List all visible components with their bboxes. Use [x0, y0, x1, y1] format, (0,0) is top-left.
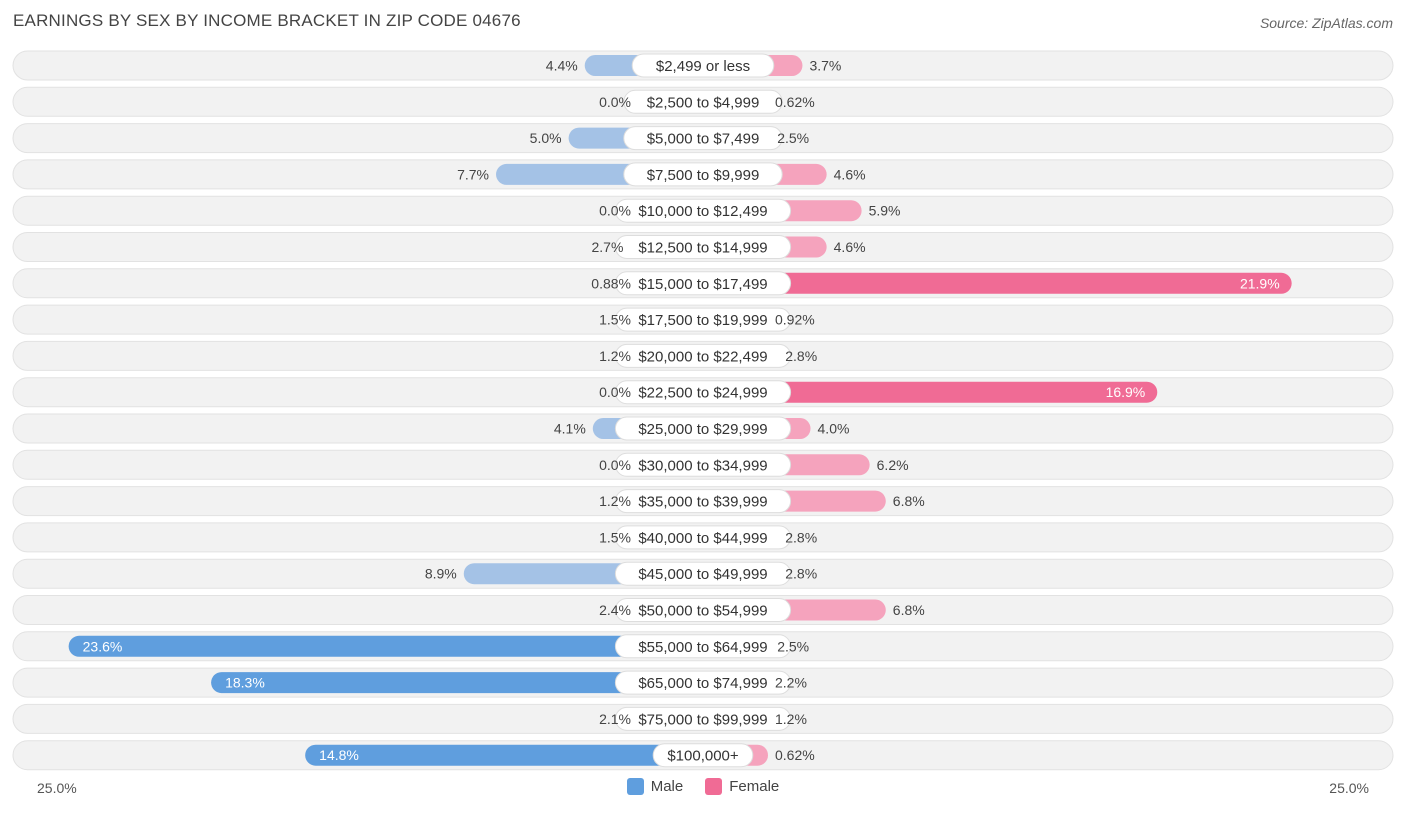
male-value-label: 0.0%	[599, 457, 631, 473]
category-label: $25,000 to $29,999	[638, 421, 767, 438]
category-label: $40,000 to $44,999	[638, 530, 767, 547]
category-label: $10,000 to $12,499	[638, 203, 767, 220]
category-label: $15,000 to $17,499	[638, 276, 767, 293]
category-label-pill	[614, 343, 792, 368]
legend-label-female: Female	[729, 778, 780, 795]
category-label-pill	[623, 162, 783, 187]
male-value-label: 4.4%	[546, 58, 578, 74]
female-value-label: 5.9%	[869, 203, 901, 219]
category-label: $50,000 to $54,999	[638, 603, 767, 620]
category-label: $2,500 to $4,999	[647, 94, 760, 111]
legend-swatch-male	[626, 778, 644, 795]
female-value-label: 3.7%	[809, 58, 841, 74]
category-label-pill	[652, 743, 754, 768]
category-label-pill	[623, 89, 783, 114]
legend: Male Female	[0, 778, 1406, 795]
category-label: $45,000 to $49,999	[638, 566, 767, 583]
category-label-pill	[614, 198, 792, 223]
female-value-label: 0.92%	[775, 312, 815, 328]
female-value-label: 2.5%	[777, 130, 809, 146]
female-value-label: 2.8%	[785, 566, 817, 582]
category-label: $75,000 to $99,999	[638, 711, 767, 728]
category-label: $7,500 to $9,999	[647, 167, 760, 184]
female-value-label: 4.6%	[834, 166, 866, 182]
category-label-pill	[614, 670, 792, 695]
category-label-pill	[614, 307, 792, 332]
male-bar	[211, 672, 703, 694]
female-value-label: 16.9%	[1106, 384, 1146, 400]
category-label-pill	[614, 634, 792, 659]
category-label: $22,500 to $24,999	[638, 385, 767, 402]
male-value-label: 23.6%	[83, 638, 123, 654]
male-value-label: 18.3%	[225, 675, 265, 691]
category-label-pill	[614, 561, 792, 586]
category-label: $55,000 to $64,999	[638, 639, 767, 656]
male-bar	[68, 635, 703, 657]
legend-label-male: Male	[650, 778, 684, 795]
male-value-label: 1.5%	[599, 312, 631, 328]
male-value-label: 0.0%	[599, 203, 631, 219]
category-label-pill	[614, 271, 792, 296]
category-label-pill	[614, 235, 792, 259]
male-value-label: 14.8%	[319, 747, 359, 763]
female-value-label: 0.62%	[775, 747, 815, 763]
category-label: $35,000 to $39,999	[638, 494, 767, 511]
female-value-label: 6.8%	[893, 493, 925, 509]
category-label-pill	[614, 525, 792, 550]
female-bar	[703, 272, 1292, 294]
female-value-label: 2.8%	[785, 348, 817, 364]
female-value-label: 0.62%	[775, 94, 815, 110]
male-value-label: 7.7%	[457, 166, 489, 182]
legend-swatch-female	[705, 778, 723, 795]
category-label-pill	[631, 53, 775, 78]
chart-title: EARNINGS BY SEX BY INCOME BRACKET IN ZIP…	[13, 11, 521, 30]
female-value-label: 2.5%	[777, 638, 809, 654]
female-value-label: 4.6%	[834, 239, 866, 255]
category-label-pill	[614, 380, 792, 405]
female-value-label: 2.2%	[775, 675, 807, 691]
male-value-label: 2.1%	[599, 711, 631, 727]
male-value-label: 2.4%	[599, 602, 631, 618]
category-label-pill	[614, 706, 792, 731]
category-label: $100,000+	[667, 748, 739, 765]
male-value-label: 0.0%	[599, 94, 631, 110]
chart-area: $2,499 or less 4.4% 3.7% $2,500 to $4,999 0.…	[12, 50, 1394, 771]
male-bar	[305, 744, 703, 766]
category-label-pill	[614, 452, 792, 477]
female-value-label: 6.8%	[893, 602, 925, 618]
male-value-label: 1.5%	[599, 529, 631, 545]
category-label-pill	[614, 416, 792, 441]
male-value-label: 8.9%	[425, 566, 457, 582]
category-label: $30,000 to $34,999	[638, 457, 767, 474]
category-label: $65,000 to $74,999	[638, 675, 767, 692]
male-value-label: 1.2%	[599, 493, 631, 509]
category-label: $5,000 to $7,499	[647, 131, 760, 148]
male-value-label: 0.88%	[591, 275, 631, 291]
category-label-pill	[614, 598, 792, 622]
category-label-pill	[614, 489, 792, 514]
male-value-label: 5.0%	[530, 130, 562, 146]
category-label: $12,500 to $14,999	[638, 240, 767, 257]
category-label: $20,000 to $22,499	[638, 348, 767, 365]
female-value-label: 21.9%	[1240, 275, 1280, 291]
male-value-label: 0.0%	[599, 384, 631, 400]
male-value-label: 1.2%	[599, 348, 631, 364]
category-label: $2,499 or less	[656, 58, 750, 75]
legend-item-male[interactable]: Male	[626, 778, 684, 795]
female-value-label: 4.0%	[818, 421, 850, 437]
male-value-label: 2.7%	[592, 239, 624, 255]
female-bar	[703, 381, 1158, 403]
category-label: $17,500 to $19,999	[638, 312, 767, 329]
female-value-label: 1.2%	[775, 711, 807, 727]
axis-left-label: 25.0%	[37, 780, 77, 796]
female-value-label: 6.2%	[877, 457, 909, 473]
legend-item-female[interactable]: Female	[705, 778, 779, 795]
source-credit: Source: ZipAtlas.com	[1259, 15, 1393, 31]
axis-right-label: 25.0%	[1329, 780, 1369, 796]
male-value-label: 4.1%	[554, 421, 586, 437]
female-value-label: 2.8%	[785, 529, 817, 545]
category-label-pill	[623, 126, 783, 151]
